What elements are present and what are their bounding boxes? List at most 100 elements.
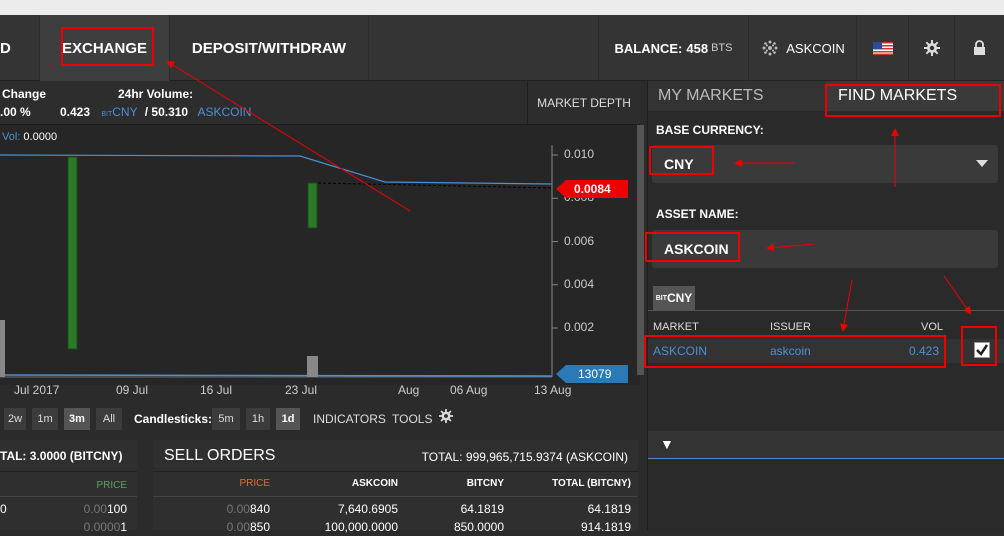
divider bbox=[648, 310, 1004, 311]
col-issuer-header: ISSUER bbox=[770, 321, 811, 333]
y-tick-label: 0.002 bbox=[564, 320, 595, 334]
buy-orders-panel: TAL: 3.0000 (BITCNY) PRICE 0 0.00100 0.0… bbox=[0, 440, 137, 534]
table-row[interactable]: 0.00850 100,000.0000 850.0000 914.1819 bbox=[153, 520, 638, 536]
sell-orders-panel: SELL ORDERS TOTAL: 999,965,715.9374 (ASK… bbox=[153, 440, 638, 534]
last-volume-flag: 13079 bbox=[556, 365, 628, 383]
price-series-line bbox=[0, 154, 553, 185]
volume-series-line bbox=[0, 374, 553, 377]
tab-my-markets[interactable]: MY MARKETS bbox=[658, 87, 764, 104]
sell-price-dim: 0.00 bbox=[226, 520, 250, 534]
market-stats-bar: Change .00 % 24hr Volume: 0.423 BITCNY /… bbox=[0, 81, 640, 125]
candle-1h-button[interactable]: 1h bbox=[246, 408, 270, 430]
range-3m-button[interactable]: 3m bbox=[64, 408, 90, 430]
volume-unit-2: ASKCOIN bbox=[197, 105, 252, 119]
account-icon bbox=[762, 40, 778, 56]
base-currency-label: BASE CURRENCY: bbox=[656, 123, 764, 137]
issuer-link[interactable]: askcoin bbox=[770, 344, 811, 358]
sell-price-dim: 0.00 bbox=[226, 502, 250, 516]
sell-col-price: PRICE bbox=[239, 478, 270, 489]
asset-name-value: ASKCOIN bbox=[664, 241, 729, 257]
language-button[interactable] bbox=[856, 15, 908, 81]
buy-price: 100 bbox=[106, 502, 127, 516]
table-row[interactable]: 0 0.00100 bbox=[0, 502, 137, 516]
favorite-checkbox[interactable] bbox=[974, 342, 990, 358]
balance-unit: BTS bbox=[711, 42, 733, 54]
account-button[interactable]: ASKCOIN bbox=[748, 15, 856, 81]
balance-label: BALANCE: bbox=[614, 40, 683, 56]
last-price-value: 0.0084 bbox=[574, 182, 611, 196]
lock-icon bbox=[974, 40, 985, 55]
x-tick-label: 16 Jul bbox=[200, 383, 233, 397]
collapse-toggle[interactable]: ▼ bbox=[648, 431, 1004, 459]
y-tick-label: 0.004 bbox=[564, 276, 595, 291]
sell-orders-header: SELL ORDERS TOTAL: 999,965,715.9374 (ASK… bbox=[153, 440, 638, 472]
chevron-down-icon bbox=[976, 160, 988, 167]
change-value: .00 % bbox=[0, 105, 31, 119]
range-2w-button[interactable]: 2w bbox=[4, 408, 26, 430]
top-navbar: D EXCHANGE DEPOSIT/WITHDRAW BALANCE: 458… bbox=[0, 15, 1004, 81]
nav-item-dashboard-cut[interactable]: D bbox=[0, 15, 40, 81]
tab-find-markets[interactable]: FIND MARKETS bbox=[826, 81, 1004, 111]
sell-price: 850 bbox=[249, 520, 270, 534]
sell-orders-total: TOTAL: 999,965,715.9374 (ASKCOIN) bbox=[421, 450, 628, 464]
x-tick-label: 06 Aug bbox=[450, 383, 488, 397]
buy-price-dim: 0.0000 bbox=[83, 520, 121, 534]
annotation-box bbox=[61, 27, 154, 66]
price-flag-shape bbox=[556, 180, 628, 198]
annotation-box bbox=[649, 146, 714, 175]
annotation-box bbox=[645, 232, 740, 262]
vol-value: 0.0000 bbox=[23, 131, 58, 143]
checkmark-icon bbox=[976, 344, 989, 356]
lock-button[interactable] bbox=[954, 15, 1004, 81]
volume-bit-prefix: BIT bbox=[101, 111, 113, 118]
account-name: ASKCOIN bbox=[786, 40, 845, 56]
volume-value: 0.423 bbox=[60, 105, 91, 119]
divider bbox=[153, 496, 638, 497]
annotation-box bbox=[644, 335, 946, 368]
annotation-box bbox=[825, 84, 1001, 117]
indicators-button[interactable]: INDICATORS bbox=[313, 412, 386, 426]
base-chip-bitcny[interactable]: BIT CNY bbox=[653, 286, 695, 310]
sell-askcoin: 7,640.6905 bbox=[337, 502, 398, 516]
volume-unit: CNY bbox=[112, 105, 138, 119]
volume-bar bbox=[307, 356, 318, 377]
sell-askcoin: 100,000.0000 bbox=[324, 520, 398, 534]
sell-col-total: TOTAL (BITCNY) bbox=[552, 478, 631, 489]
x-tick-label: 23 Jul bbox=[285, 383, 318, 397]
market-depth-tab[interactable]: MARKET DEPTH bbox=[527, 81, 640, 125]
sell-total: 914.1819 bbox=[580, 520, 631, 534]
nav-item-deposit-withdraw[interactable]: DEPOSIT/WITHDRAW bbox=[170, 15, 369, 81]
range-all-button[interactable]: All bbox=[96, 408, 122, 430]
last-volume-value: 13079 bbox=[578, 367, 612, 381]
table-row[interactable]: 0.00840 7,640.6905 64.1819 64.1819 bbox=[153, 502, 638, 518]
nav-label: D bbox=[0, 39, 11, 57]
x-axis-labels: Jul 2017 09 Jul 16 Jul 23 Jul Aug 06 Aug… bbox=[0, 378, 640, 400]
col-market-header: MARKET bbox=[653, 321, 699, 333]
candle-1d-button[interactable]: 1d bbox=[276, 408, 300, 430]
chart-scrollbar[interactable] bbox=[637, 125, 644, 375]
market-link[interactable]: ASKCOIN bbox=[653, 344, 708, 358]
base-currency-select[interactable]: CNY bbox=[652, 145, 998, 183]
tools-button[interactable]: TOOLS bbox=[392, 412, 433, 426]
asset-name-input[interactable]: ASKCOIN bbox=[652, 230, 998, 268]
sell-col-bitcny: BITCNY bbox=[466, 478, 504, 489]
range-1m-button[interactable]: 1m bbox=[32, 408, 58, 430]
volume-value-group: 0.423 BITCNY / 50.310 ASKCOIN bbox=[60, 105, 251, 119]
candle-5m-button[interactable]: 5m bbox=[212, 408, 240, 430]
sell-total: 64.1819 bbox=[587, 502, 631, 516]
volume-flag-shape bbox=[556, 365, 628, 383]
sell-bitcny: 64.1819 bbox=[460, 502, 504, 516]
sell-orders-title: SELL ORDERS bbox=[164, 447, 276, 464]
balance-display[interactable]: BALANCE: 458 BTS bbox=[598, 15, 748, 81]
flag-us-icon bbox=[872, 41, 893, 55]
buy-cell: 0 bbox=[0, 502, 7, 516]
gear-icon[interactable] bbox=[439, 409, 453, 423]
y-tick-label: 0.006 bbox=[564, 233, 595, 248]
chip-bit-prefix: BIT bbox=[655, 294, 667, 302]
settings-button[interactable] bbox=[908, 15, 954, 81]
x-tick-label: 13 Aug bbox=[534, 383, 572, 397]
candlesticks-label: Candlesticks: bbox=[134, 412, 213, 426]
market-depth-label: MARKET DEPTH bbox=[537, 96, 631, 110]
collapse-arrow-icon: ▼ bbox=[660, 436, 674, 452]
